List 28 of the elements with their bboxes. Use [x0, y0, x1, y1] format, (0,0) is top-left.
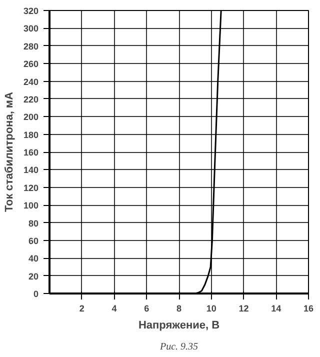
y-tick-label: 300: [23, 24, 39, 34]
y-tick-label: 40: [28, 254, 39, 264]
x-tick-label: 2: [79, 304, 84, 314]
x-tick-label: 4: [112, 304, 117, 314]
x-axis-title: Напряжение, В: [138, 320, 220, 332]
y-tick-label: 200: [23, 112, 39, 122]
y-tick-label: 100: [23, 200, 39, 211]
y-tick-label: 20: [28, 271, 39, 282]
y-tick-label: 140: [23, 165, 39, 176]
x-tick-label: 10: [206, 304, 216, 314]
text: Рис. 9.35: [158, 342, 198, 352]
y-tick-label: 260: [23, 59, 39, 70]
x-tick-label: 12: [238, 304, 249, 314]
y-tick-label: 80: [28, 218, 39, 228]
y-tick-label: 180: [23, 130, 39, 140]
y-tick-label: 160: [23, 148, 39, 158]
x-tick-label: 16: [303, 304, 314, 314]
y-tick-label: 280: [23, 41, 39, 52]
y-tick-label: 120: [23, 182, 39, 193]
y-axis-title: Ток стабилитрона, мА: [3, 92, 16, 212]
x-tick-label: 8: [176, 304, 182, 314]
y-tick-label: 220: [23, 94, 39, 104]
y-tick-label: 0: [33, 289, 39, 299]
x-tick-label: 14: [271, 304, 282, 314]
y-tick-label: 60: [28, 236, 39, 246]
y-tick-label: 240: [23, 76, 39, 87]
y-tick-label: 320: [23, 6, 39, 16]
x-tick-label: 6: [144, 304, 150, 314]
